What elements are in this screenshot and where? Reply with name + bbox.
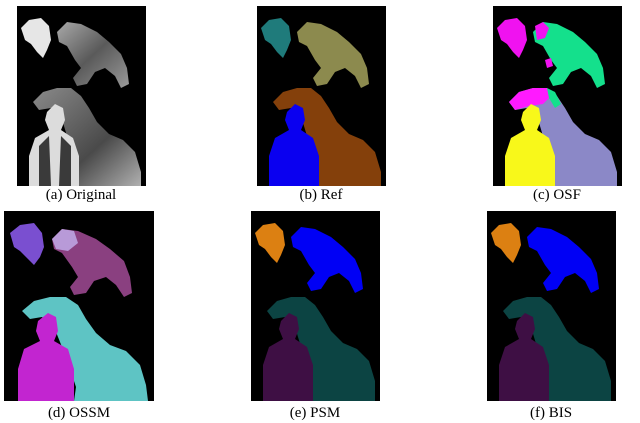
caption-c: (c) OSF [533,187,581,203]
osf-large-animal-spill [535,22,553,68]
panel-bis [487,211,616,401]
caption-d: (d) OSSM [47,405,111,421]
panel-original [17,6,146,186]
osf-dinosaur-neck [547,88,561,108]
psm-person [263,313,313,401]
panel-osf [493,6,622,186]
panel-ref [257,6,386,186]
original-image [17,6,146,186]
psm-small-animal [255,223,285,263]
bis-small-animal [491,223,521,263]
caption-e: (e) PSM [289,405,341,421]
ossm-large-animal-head [52,229,78,251]
osf-large-animal [533,22,605,88]
panel-ossm [4,211,154,401]
large-animal-shape [57,22,129,88]
psm-large-animal [291,227,363,293]
ossm-person [18,313,74,401]
ref-segmentation [257,6,386,186]
panel-psm [251,211,380,401]
caption-a: (a) Original [45,187,117,203]
ref-small-animal [261,18,291,58]
osf-person [505,104,555,186]
caption-f: (f) BIS [529,405,573,421]
osf-segmentation [493,6,622,186]
bis-large-animal [527,227,599,293]
small-animal-shape [21,18,51,58]
osf-dinosaur-head [509,88,553,110]
ref-large-animal [297,22,369,88]
ref-person [269,104,319,186]
person-vest-shape [39,136,71,186]
ossm-small-animal [10,223,44,265]
bis-person [499,313,549,401]
bis-segmentation [487,211,616,401]
caption-b: (b) Ref [299,187,343,203]
psm-segmentation [251,211,380,401]
osf-small-animal [497,18,527,58]
ossm-segmentation [4,211,154,401]
